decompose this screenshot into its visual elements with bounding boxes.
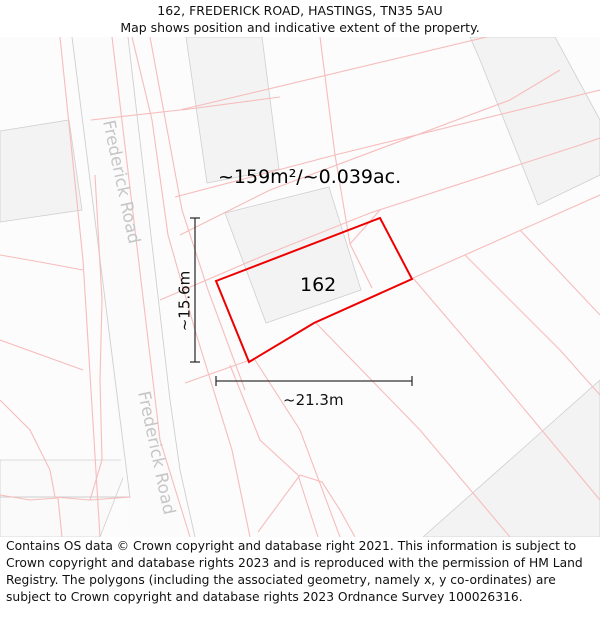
building-top (185, 37, 280, 184)
area-label: ~159m²/~0.039ac. (218, 166, 402, 188)
copyright-notice: Contains OS data © Crown copyright and d… (6, 539, 583, 604)
buildings-layer (0, 37, 600, 537)
map-canvas (0, 37, 600, 537)
property-address: 162, FREDERICK ROAD, HASTINGS, TN35 5AU (157, 3, 443, 18)
building-lower-left (0, 459, 131, 537)
road-surface (72, 37, 181, 537)
parcel-lines (0, 37, 600, 537)
width-dimension-label: ~21.3m (283, 391, 344, 409)
road-edges (0, 37, 196, 537)
property-outline (214, 216, 414, 364)
map-header: 162, FREDERICK ROAD, HASTINGS, TN35 5AU … (0, 0, 600, 39)
plot-number-label: 162 (300, 274, 337, 296)
building-162 (224, 186, 362, 324)
building-right (469, 37, 600, 206)
map-subtitle: Map shows position and indicative extent… (120, 20, 480, 35)
dimension-lines (190, 217, 413, 386)
building-left (0, 119, 83, 223)
building-lower-right (422, 379, 600, 537)
property-map[interactable]: Frederick Road Frederick Road ~159m²/~0.… (0, 37, 600, 537)
height-dimension-label: ~15.6m (175, 270, 194, 332)
